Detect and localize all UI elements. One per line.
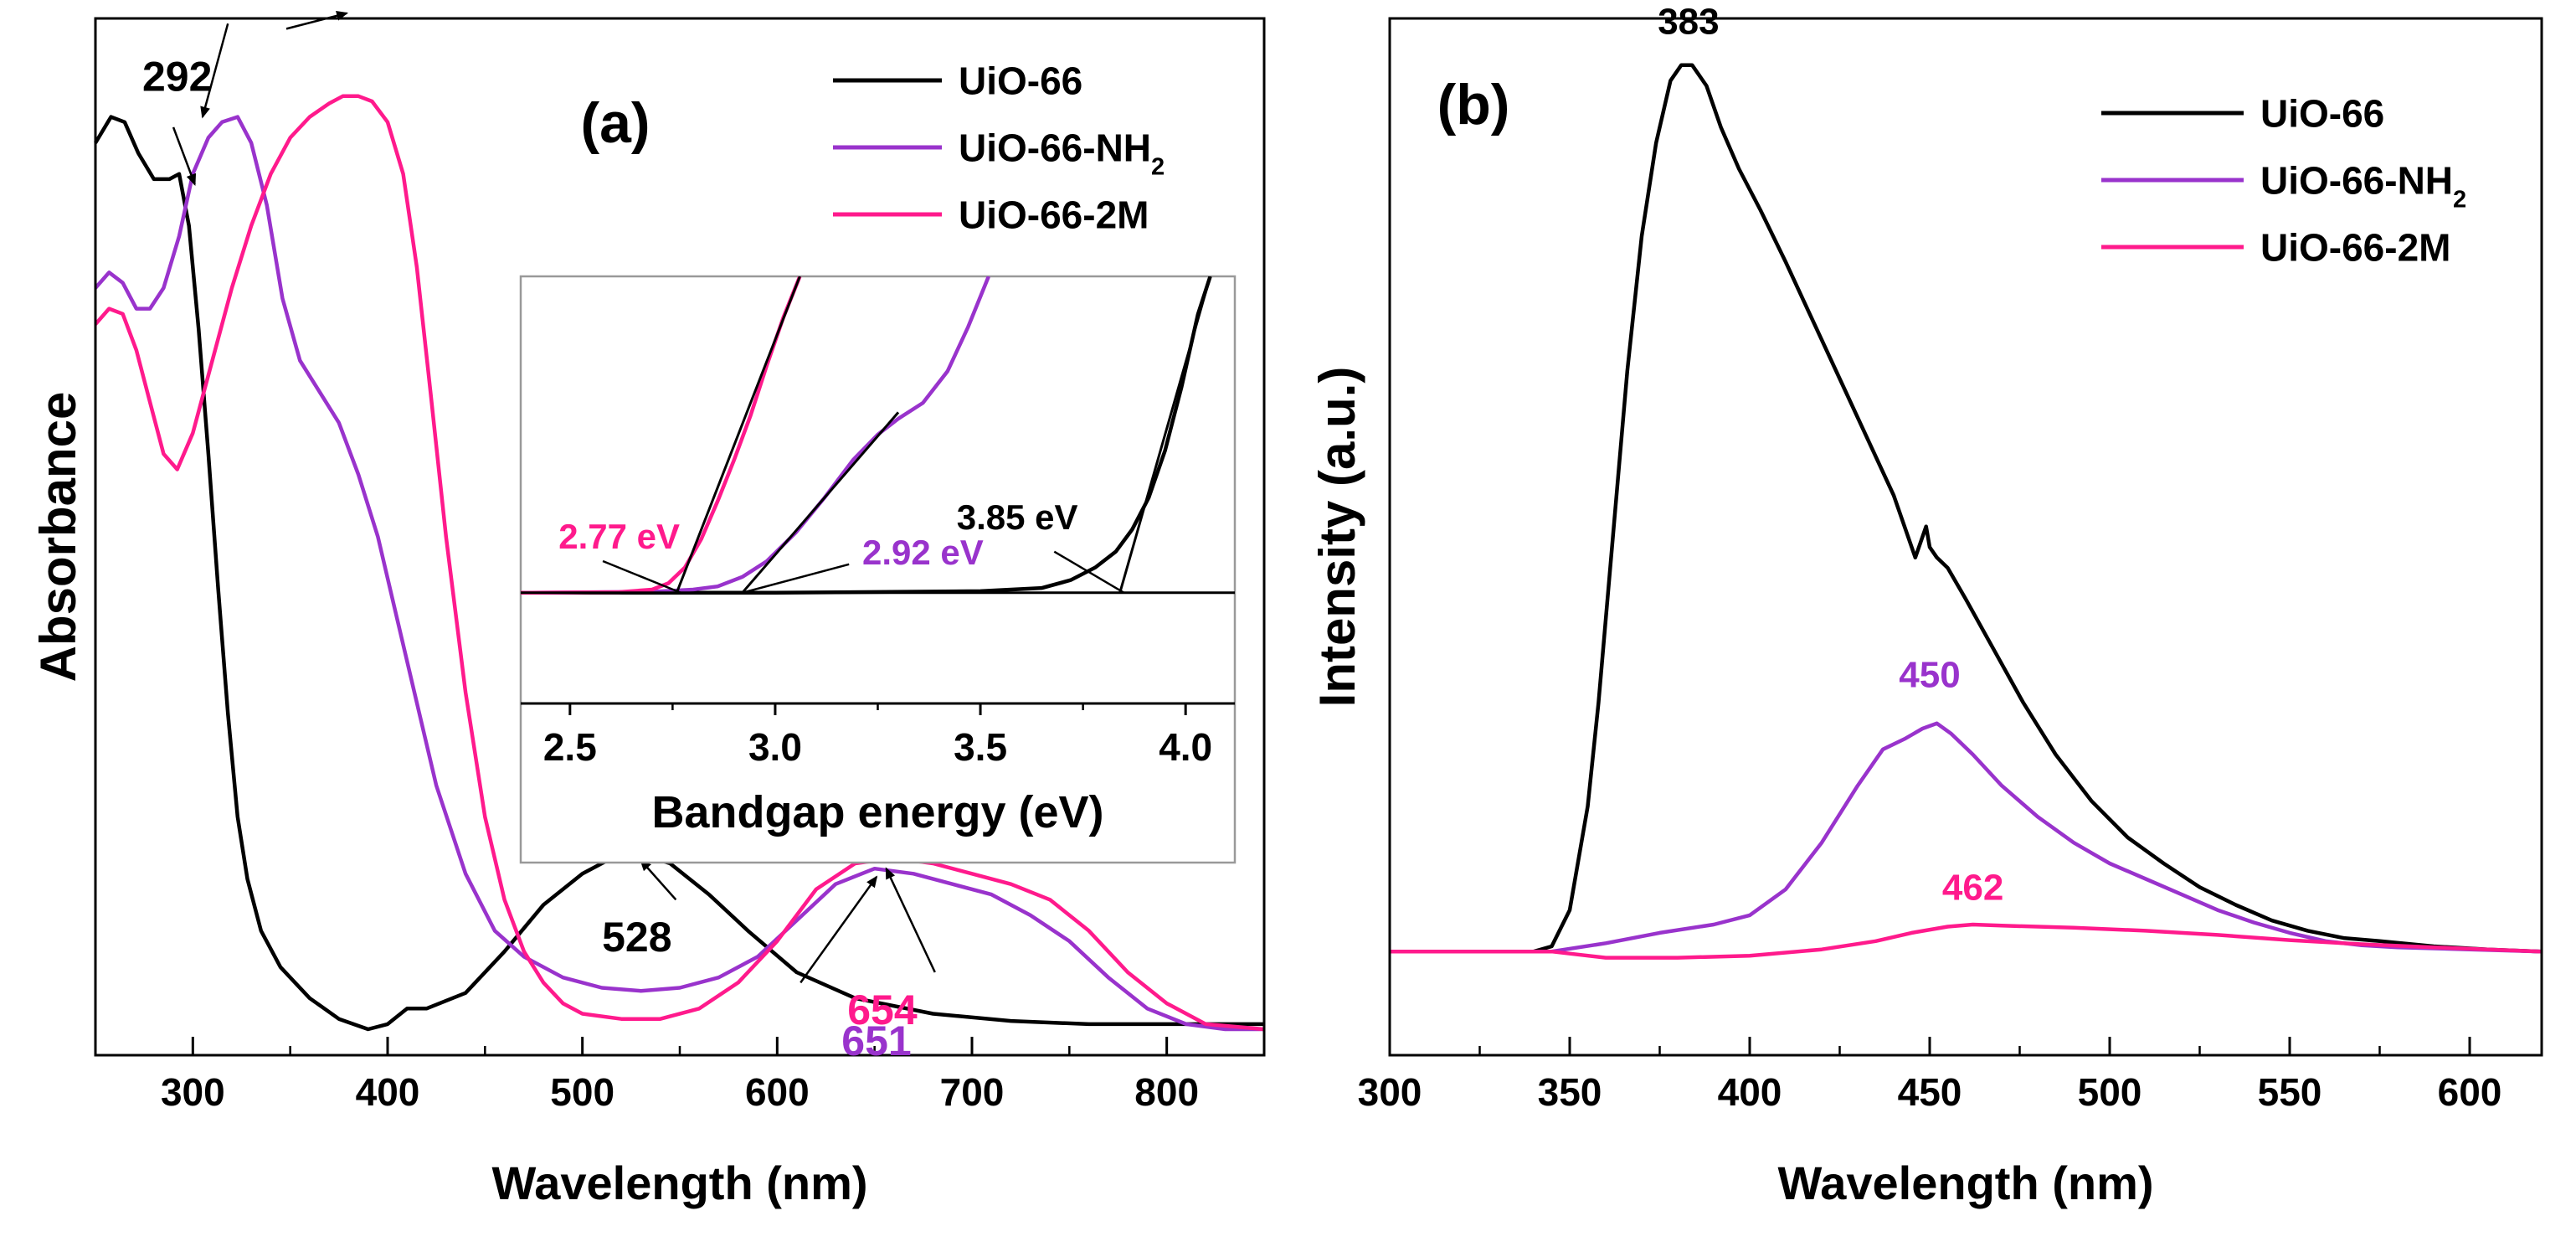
x-axis-a-tick-label: 800	[1134, 1070, 1199, 1114]
inset-plot-area	[521, 276, 1235, 595]
series-line-uio-66-nh2	[94, 115, 1264, 1032]
x-axis-b-tick-label: 500	[2078, 1070, 2142, 1114]
peak-label-a-377: 377	[308, 0, 378, 7]
panel-b: 300 350 400 450 500 550 600 Wavelength (nm) Inte…	[1309, 2, 2543, 1209]
inset-x-axis-label: Bandgap energy (eV)	[651, 787, 1103, 837]
x-axis-b-tick-label: 350	[1538, 1070, 1602, 1114]
inset-bandgap-label: 2.92 eV	[862, 533, 984, 572]
inset-tick-label: 4.0	[1159, 725, 1212, 769]
panel-label-a: (a)	[580, 91, 650, 155]
inset-tangent-line	[741, 411, 900, 594]
x-axis-label-a: Wavelength (nm)	[491, 1157, 867, 1209]
inset-bandgap-label: 3.85 eV	[957, 497, 1078, 537]
peak-arrow-a-528	[640, 858, 677, 901]
legend-b-label: UiO-66-2M	[2260, 226, 2450, 270]
peak-arrow-a-651	[800, 875, 878, 984]
x-axis-a-tick-label: 600	[745, 1070, 810, 1114]
inset-tick-label: 3.5	[954, 725, 1007, 769]
inset-tangent-line	[675, 276, 801, 594]
peak-label-a-651: 651	[841, 1018, 911, 1064]
x-axis-b-tick-label: 600	[2438, 1070, 2502, 1114]
inset-tangent-line	[1118, 276, 1212, 594]
peak-label-a-654: 654	[847, 987, 918, 1033]
peak-label-a-528: 528	[602, 914, 671, 961]
inset-tick-label: 3.0	[748, 725, 802, 769]
legend-a-label: UiO-66	[959, 59, 1082, 103]
legend-b-label: UiO-66	[2260, 92, 2384, 136]
x-axis-label-b: Wavelength (nm)	[1777, 1157, 2153, 1209]
plot-frame-b	[1388, 17, 2543, 1057]
peak-label-b-450: 450	[1899, 655, 1960, 696]
peak-label-b-462: 462	[1942, 867, 2003, 908]
legend-a-label: UiO-66-NH2	[959, 126, 1165, 181]
peak-arrow-a-292	[172, 126, 197, 186]
inset: 2.5 3.0 3.5 4.0 Bandgap energy (eV) 2.77 eV 2.…	[519, 275, 1237, 864]
x-axis-a-tick-label: 700	[940, 1070, 1005, 1114]
inset-bandgap-pointer	[1053, 550, 1125, 594]
inset-background	[519, 275, 1237, 864]
peak-label-a-292: 292	[142, 54, 212, 100]
inset-bandgap-pointer	[602, 559, 681, 594]
legend-a-label: UiO-66-2M	[959, 193, 1149, 237]
series-line-uio-66	[94, 115, 1264, 1032]
inset-series-uio-66	[521, 276, 1212, 595]
x-axis-a-tick-label: 500	[550, 1070, 614, 1114]
x-axis-b-tick-label: 400	[1718, 1070, 1782, 1114]
peak-arrow-a-377	[285, 10, 349, 30]
x-axis-b-tick-label: 550	[2258, 1070, 2322, 1114]
y-axis-label-a: Absorbance	[30, 392, 86, 683]
peak-label-b-383: 383	[1658, 2, 1719, 43]
x-axis-b-tick-label: 450	[1898, 1070, 1962, 1114]
series-line-uio-66-2m	[94, 94, 1265, 1032]
x-axis-b-tick-label: 300	[1358, 1070, 1422, 1114]
inset-bandgap-label: 2.77 eV	[558, 517, 680, 556]
panel-a: 300 400 500 600 700 800 Wavelength (nm) Absorba…	[30, 0, 1266, 1209]
y-axis-label-b: Intensity (a.u.)	[1309, 367, 1365, 708]
series-line-b-uio-66-2m	[1390, 922, 2543, 960]
peak-arrow-a-323	[200, 23, 229, 119]
x-axis-a-tick-label: 300	[161, 1070, 225, 1114]
peak-arrow-a-654	[885, 867, 936, 973]
series-line-b-uio-66	[1390, 63, 2543, 954]
series-line-b-uio-66-nh2	[1390, 721, 2543, 954]
panel-label-b: (b)	[1437, 73, 1510, 137]
inset-bandgap-pointer	[742, 563, 850, 594]
x-axis-a-tick-label: 400	[356, 1070, 420, 1114]
legend-b-label: UiO-66-NH2	[2260, 159, 2466, 214]
inset-tick-label: 2.5	[543, 725, 597, 769]
